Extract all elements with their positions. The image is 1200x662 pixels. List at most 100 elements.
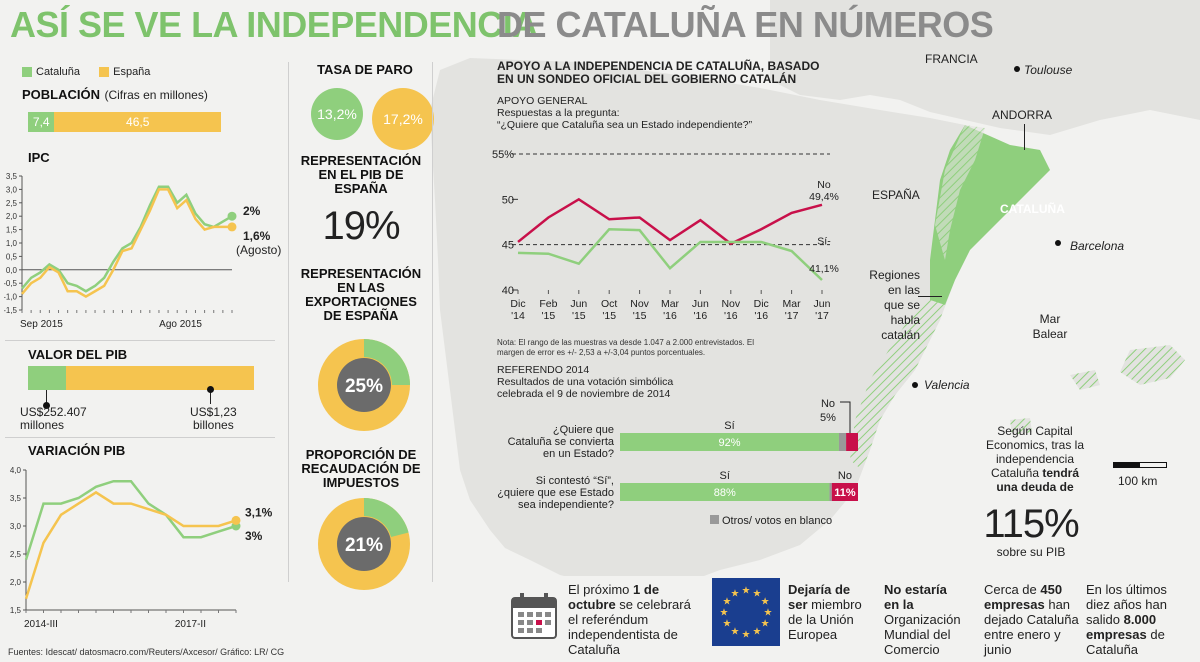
pib-pointer-cataluna [46, 390, 47, 404]
referendo-value-si: 92% [718, 437, 740, 449]
eu-star-icon: ★ [722, 597, 731, 608]
apoyo-subtitle: APOYO GENERAL Respuestas a la pregunta: … [497, 95, 752, 131]
donut-center [337, 358, 391, 412]
rep-pib-title-2: EN EL PIB DE [318, 167, 404, 182]
variacion-end-label-espana: 3,1% [245, 505, 273, 519]
x-tick-label-year: '17 [785, 310, 799, 322]
y-tick-label: 2,0 [6, 212, 18, 221]
referendo-label-no: No [838, 470, 852, 482]
map-label-mar: Mar Balear [1020, 312, 1080, 342]
deuda-line-1: Según Capital [997, 424, 1073, 438]
footer-fact-4: Cerca de 450 empresas han dejado Cataluñ… [984, 582, 1082, 657]
f3-e: Comercio [884, 642, 940, 657]
legend-swatch-espana [99, 67, 110, 78]
eu-flag-icon: ★★★★★★★★★ ★ ★★ [712, 578, 780, 646]
title-part-2: DE CATALUÑA EN NÚMEROS [497, 4, 994, 45]
toulouse-dot [1014, 66, 1020, 72]
legend-label-espana: España [113, 66, 151, 78]
footer-fact-2: Dejaría de ser miembro de la Unión Europ… [788, 582, 880, 642]
f5-b: diez años han [1086, 597, 1167, 612]
rep-exp-title: REPRESENTACIÓN EN LAS EXPORTACIONES DE E… [300, 267, 422, 323]
referendo-bar-blank [838, 433, 847, 451]
referendo-q1: ¿Quiere que Cataluña se convierta en un … [496, 424, 614, 460]
x-tick-label-month: Jun [692, 298, 709, 310]
referendo-bar-blank [829, 483, 832, 501]
map-label-regiones: Regiones en las que se habla catalán [840, 268, 920, 343]
referendo-value-si: 88% [714, 487, 736, 499]
eu-flag-background [712, 578, 780, 646]
referendo-bar-no [846, 433, 858, 451]
referendo-pointer-no [840, 401, 851, 433]
y-tick-label: 3,5 [6, 172, 18, 181]
apoyo-sub-2: Respuestas a la pregunta: [497, 107, 620, 119]
y-tick-label: -1,5 [4, 306, 18, 315]
referendo-q2: Si contestó “Sí”, ¿quiere que ese Estado… [476, 475, 614, 511]
y-tick-label: 1,5 [6, 226, 18, 235]
poblacion-bar-cataluna: 7,4 [28, 112, 55, 132]
f5-e: empresas [1086, 627, 1147, 642]
balearic-islands [1010, 345, 1185, 435]
referendo-q2-1: Si contestó “Sí”, [535, 475, 614, 487]
series-end-dot [231, 515, 241, 525]
referendo-value-no: 5% [820, 412, 836, 424]
apoyo-sub-1: APOYO GENERAL [497, 95, 588, 107]
divider [288, 62, 289, 582]
y-tick-label: 50 [502, 194, 514, 206]
regiones-3: que se [883, 298, 920, 312]
divider [5, 437, 275, 438]
y-tick-label: 2,5 [6, 199, 18, 208]
deuda-line-5: una deuda de [996, 480, 1074, 494]
pib-label-espana: US$1,23 billones [190, 406, 237, 432]
x-tick-label-year: '15 [572, 310, 586, 322]
title-part-1: ASÍ SE VE LA INDEPENDENCIA [10, 4, 538, 45]
x-tick-label-year: '15 [542, 310, 556, 322]
calendar-icon [511, 593, 557, 639]
map-label-francia: FRANCIA [925, 52, 978, 66]
pib-bar-espana [66, 366, 254, 390]
ipc-chart: 3,5 3,0 2,5 2,0 1,5 1,0 0,5 0,0 -0,5 -1,0 -1,5Sep … [4, 172, 281, 330]
f4-f: entre enero y [984, 627, 1061, 642]
deuda-line-3: independencia [995, 452, 1075, 466]
series-line-cataluna [24, 479, 237, 560]
x-tick-label-year: '15 [633, 310, 647, 322]
apoyo-nota: Nota: El rango de las muestras va desde … [497, 338, 754, 358]
donut-slice-cataluna [364, 498, 409, 538]
referendo-title: REFERENDO 2014 [497, 364, 590, 376]
valencia-region [850, 300, 945, 470]
pib-bar [28, 366, 254, 390]
x-tick-label: Sep 2015 [20, 319, 63, 330]
ipc-title: IPC [28, 150, 50, 165]
referendo-q2-2: ¿quiere que ese Estado [497, 487, 614, 499]
legend-label-cataluna: Cataluña [36, 66, 81, 78]
donut-label: 21% [345, 535, 383, 556]
x-tick-label-month: Jun [570, 298, 587, 310]
referendo-sub-2: celebrada el 9 de noviembre de 2014 [497, 388, 671, 400]
eu-star-icon: ★ [753, 627, 762, 638]
footer-fact-1: El próximo 1 de octubre se celebrará el … [568, 582, 704, 657]
f1-d: se celebrará [619, 597, 691, 612]
x-tick-label-year: '16 [663, 310, 677, 322]
y-tick-label: 3,0 [10, 522, 22, 531]
pib-dot-cataluna [43, 402, 50, 409]
legend-swatch-blank [710, 515, 719, 524]
f1-a: El próximo [568, 582, 630, 597]
legend-swatch-cataluna [22, 67, 32, 78]
y-tick-label: 2,5 [10, 550, 22, 559]
regiones-5: catalán [881, 328, 920, 342]
mar-1: Mar [1039, 312, 1061, 326]
donut-center [337, 517, 391, 571]
pib-label-espana-2: billones [193, 418, 234, 432]
x-tick-label-year: '15 [602, 310, 616, 322]
scale-bar-fill [1114, 463, 1140, 467]
eu-star-icon: ★ [731, 588, 740, 599]
spain-landmass [430, 58, 1050, 585]
y-tick-label: -1,0 [4, 293, 18, 302]
referendo-value-no: 11% [834, 487, 856, 499]
f4-c: empresas [984, 597, 1045, 612]
map-label-cataluna: CATALUÑA [1000, 202, 1065, 216]
y-tick-label: 40 [502, 285, 514, 297]
referendo-q1-3: en un Estado? [543, 448, 614, 460]
series-line-no [517, 197, 823, 246]
regiones-2: en las [887, 283, 920, 297]
valencia-dot [912, 382, 918, 388]
